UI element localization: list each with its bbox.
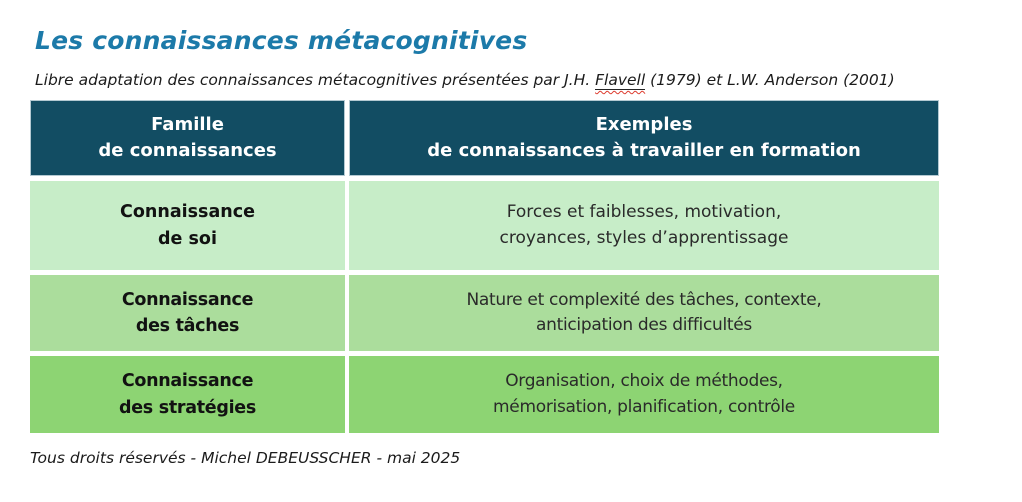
page-title: Les connaissances métacognitives: [35, 26, 528, 55]
table-cell-exemples-de-soi: Forces et faiblesses, motivation, croyan…: [349, 181, 939, 270]
table-header-famille: Famille de connaissances: [30, 100, 345, 176]
family-row2-line1: Connaissance: [121, 289, 254, 310]
copyright-footer: Tous droits réservés - Michel DEBEUSSCHE…: [30, 449, 461, 467]
table-cell-connaissance-des-strategies: Connaissance des stratégies: [30, 356, 345, 433]
examples-row3-line2: mémorisation, planification, contrôle: [493, 396, 795, 417]
table-cell-connaissance-des-taches: Connaissance des tâches: [30, 275, 345, 351]
table-cell-exemples-des-strategies: Organisation, choix de méthodes, mémoris…: [349, 356, 939, 433]
header-exemples-line1: Exemples: [595, 113, 693, 135]
family-row1-line2: de soi: [158, 228, 217, 249]
header-famille-line2: de connaissances: [98, 140, 277, 161]
header-famille-line1: Famille: [151, 113, 224, 135]
examples-row2-line2: anticipation des difficultés: [536, 315, 752, 335]
header-exemples-line2: de connaissances à travailler en formati…: [427, 140, 861, 161]
metacognitive-knowledge-table: Famille de connaissances Exemples de con…: [30, 100, 939, 433]
subtitle-text-suffix: (1979) et L.W. Anderson (2001): [645, 71, 895, 89]
family-row3-line2: des stratégies: [119, 397, 256, 418]
examples-row1-line2: croyances, styles d’apprentissage: [499, 227, 789, 248]
examples-row3-line1: Organisation, choix de méthodes,: [505, 371, 783, 391]
family-row1-line1: Connaissance: [120, 202, 255, 223]
family-row2-line2: des tâches: [135, 316, 240, 336]
family-row3-line1: Connaissance: [121, 371, 254, 392]
examples-row1-line1: Forces et faiblesses, motivation,: [506, 202, 782, 222]
table-cell-exemples-des-taches: Nature et complexité des tâches, context…: [349, 275, 939, 351]
subtitle-text-prefix: Libre adaptation des connaissances métac…: [35, 71, 596, 89]
examples-row2-line1: Nature et complexité des tâches, context…: [466, 289, 822, 310]
subtitle-flavell-underlined: Flavell: [595, 71, 646, 90]
table-header-exemples: Exemples de connaissances à travailler e…: [349, 100, 939, 176]
subtitle: Libre adaptation des connaissances métac…: [35, 71, 895, 90]
table-cell-connaissance-de-soi: Connaissance de soi: [30, 181, 345, 270]
